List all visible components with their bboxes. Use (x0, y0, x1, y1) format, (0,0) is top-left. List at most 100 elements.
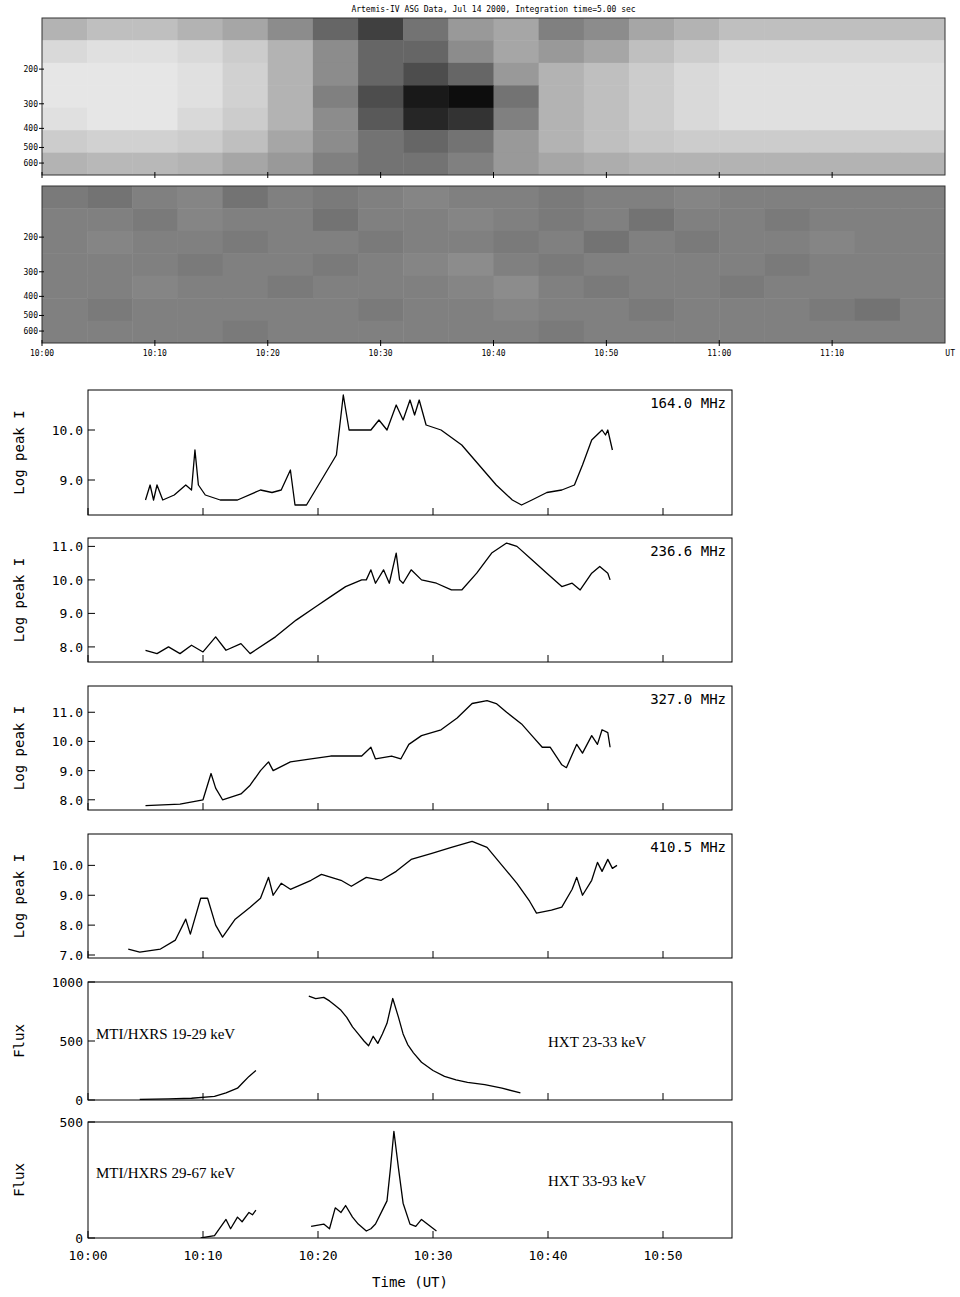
data-line (128, 841, 617, 952)
spectrogram-cell (42, 253, 88, 276)
y-tick (39, 128, 44, 129)
spectrogram-cell (403, 40, 449, 63)
spectrogram-cell (584, 108, 630, 131)
spectrogram-cell (855, 130, 901, 153)
x-tick (548, 803, 549, 810)
x-tick (548, 508, 549, 515)
spectrogram-cell (448, 130, 494, 153)
spectrogram-cell (764, 298, 810, 321)
y-tick-label: 10.0 (52, 858, 83, 873)
spectrogram-cell (810, 108, 856, 131)
spectrogram-cell (42, 63, 88, 86)
x-tick (88, 508, 89, 515)
spectrogram-cell (674, 186, 720, 209)
spectrogram-cell (268, 208, 314, 231)
series-label: MTI/HXRS 19-29 keV (96, 1026, 235, 1042)
spectrogram-cell (900, 153, 945, 175)
x-tick (606, 172, 607, 178)
spectrogram-cell (584, 186, 630, 209)
spectrogram-cell (810, 253, 856, 276)
spectrogram-cell (629, 276, 675, 299)
x-tick (88, 1093, 89, 1100)
spectrogram-cell (900, 85, 945, 108)
y-tick-label: 8.0 (60, 793, 83, 808)
spectrogram-cell (810, 298, 856, 321)
panel-frame (88, 538, 732, 662)
spectrogram-cell (177, 18, 223, 41)
spectrogram-cell (132, 208, 178, 231)
y-tick (39, 69, 44, 70)
spectrogram-cell (87, 85, 133, 108)
y-tick-label: 9.0 (60, 473, 83, 488)
spectrogram-cell (313, 18, 359, 41)
spectrogram-cell (313, 321, 359, 343)
x-tick (42, 340, 43, 346)
spectrogram-cell (223, 40, 269, 63)
x-tick (433, 803, 434, 810)
spectrogram-cell (313, 130, 359, 153)
spectrogram-cell (268, 153, 314, 175)
x-tick (663, 803, 664, 810)
spectrogram-cell (810, 276, 856, 299)
spectrogram-cell (494, 40, 540, 63)
x-tick (154, 172, 155, 178)
y-tick (88, 1122, 95, 1123)
spectrogram-cell (223, 298, 269, 321)
y-tick (39, 315, 44, 316)
x-tick (493, 340, 494, 346)
x-tick (154, 340, 155, 346)
y-tick (39, 163, 44, 164)
spectrogram-cell (494, 276, 540, 299)
spectrogram-cell (629, 298, 675, 321)
spectrogram-cell (494, 208, 540, 231)
spectrogram-cell (132, 153, 178, 175)
spectrogram-cell (223, 130, 269, 153)
spectrogram-cell (584, 18, 630, 41)
spectrogram-cell (674, 108, 720, 131)
y-tick-label: 600 (24, 327, 39, 336)
spectrogram-cell (87, 130, 133, 153)
spectrogram-cell (584, 63, 630, 86)
spectrogram-cell (584, 276, 630, 299)
y-tick (39, 271, 44, 272)
chart-title: 164.0 MHz (650, 395, 726, 411)
spectrogram-cell (268, 108, 314, 131)
x-tick (433, 1093, 434, 1100)
y-axis-label: Log peak I (11, 854, 27, 938)
spectrogram-cell (132, 231, 178, 254)
spectrogram-cell (629, 321, 675, 343)
spectrogram-cells (42, 18, 945, 175)
x-tick (663, 951, 664, 958)
data-line (146, 701, 611, 806)
spectrogram-cell (448, 186, 494, 209)
spectrogram-cell (674, 40, 720, 63)
spectrogram-cell (539, 253, 585, 276)
x-tick (380, 340, 381, 346)
spectrogram-cell (494, 18, 540, 41)
spectrogram-cell (674, 298, 720, 321)
x-tick (318, 1231, 319, 1238)
x-tick-label: 10:30 (413, 1248, 452, 1263)
spectrogram-cell (313, 85, 359, 108)
y-tick (88, 955, 95, 956)
spectrogram-cell (629, 208, 675, 231)
spectrogram-cell (494, 85, 540, 108)
series-label: HXT 33-93 keV (548, 1173, 646, 1189)
y-tick-label: 11.0 (52, 705, 83, 720)
figure: 200300400500600Artemis-IV ASG Data, Jul … (0, 0, 960, 1297)
y-tick (88, 1100, 95, 1101)
spectrogram-cell (719, 18, 765, 41)
x-tick (203, 508, 204, 515)
spectrogram-cell (177, 208, 223, 231)
x-tick-label: 11:10 (820, 349, 844, 358)
y-axis-label: Log peak I (11, 410, 27, 494)
spectrogram-cell (810, 153, 856, 175)
spectrogram-cell (177, 108, 223, 131)
spectrogram-cell (268, 321, 314, 343)
spectrogram-cell (629, 85, 675, 108)
spectrogram-cell (539, 63, 585, 86)
y-tick-label: 200 (24, 65, 39, 74)
spectrogram-cell (719, 130, 765, 153)
y-tick-label: 500 (60, 1034, 83, 1049)
spectrogram-cell (313, 276, 359, 299)
